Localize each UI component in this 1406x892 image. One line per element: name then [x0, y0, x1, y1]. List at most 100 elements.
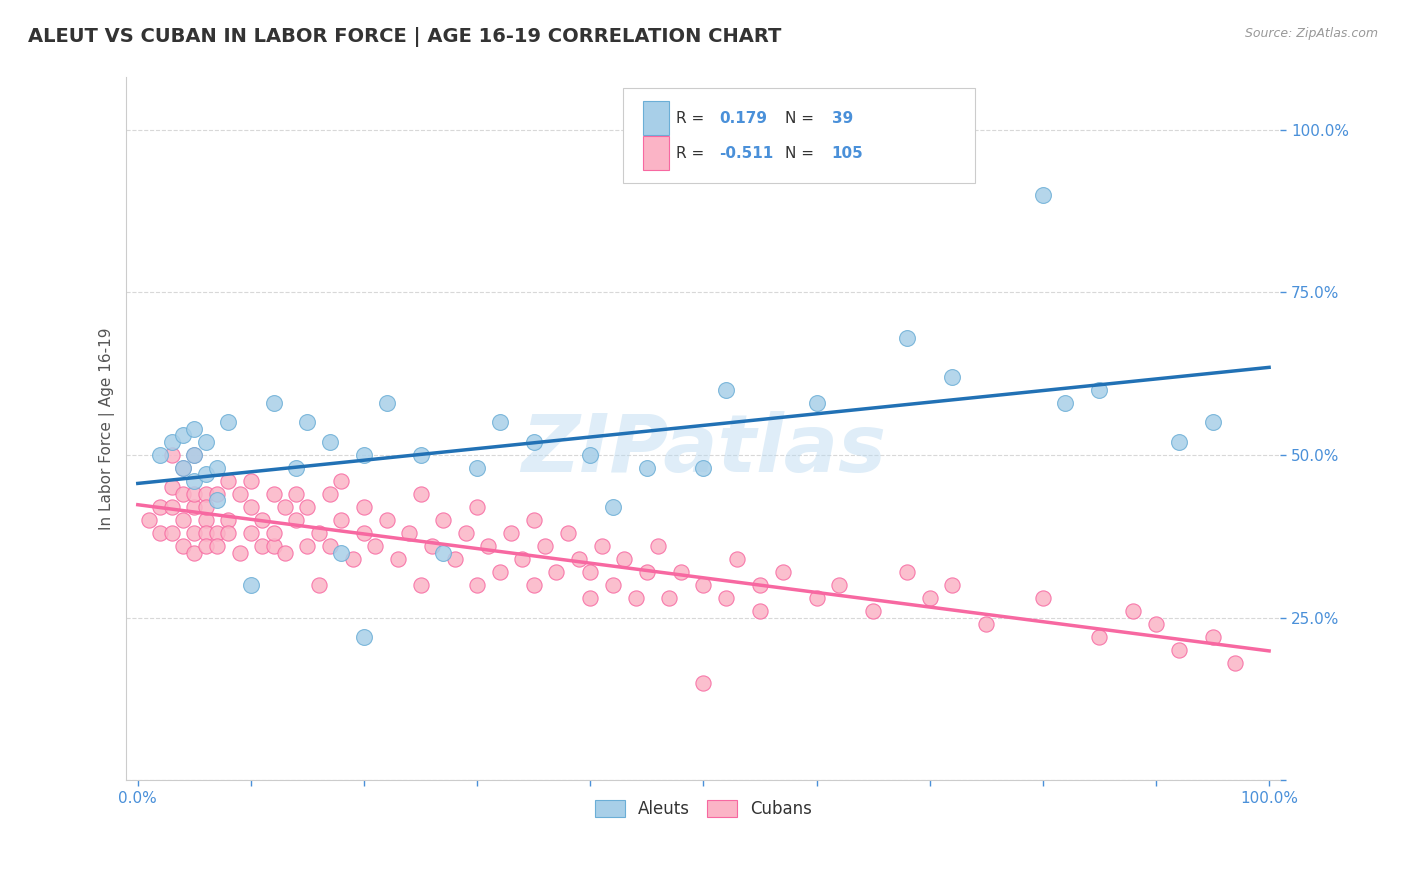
- Point: [375, 396, 398, 410]
- Point: [692, 461, 714, 475]
- Point: [1088, 630, 1111, 644]
- Text: 105: 105: [831, 146, 863, 161]
- Point: [217, 526, 239, 541]
- Point: [160, 500, 183, 514]
- Point: [387, 552, 409, 566]
- Point: [252, 513, 274, 527]
- Text: R =: R =: [676, 111, 709, 126]
- Point: [183, 422, 205, 436]
- Point: [918, 591, 941, 605]
- Point: [194, 467, 217, 482]
- Text: N =: N =: [786, 111, 820, 126]
- Point: [330, 545, 353, 559]
- Point: [398, 526, 420, 541]
- Point: [692, 675, 714, 690]
- Point: [828, 578, 851, 592]
- Point: [274, 500, 297, 514]
- Point: [658, 591, 681, 605]
- Point: [183, 487, 205, 501]
- Point: [160, 434, 183, 449]
- Point: [194, 487, 217, 501]
- Point: [432, 513, 454, 527]
- Point: [512, 552, 534, 566]
- Point: [228, 545, 250, 559]
- Point: [579, 448, 602, 462]
- Point: [501, 526, 523, 541]
- Point: [1032, 591, 1054, 605]
- Point: [1167, 643, 1189, 657]
- Point: [263, 487, 285, 501]
- Point: [579, 565, 602, 579]
- Point: [160, 448, 183, 462]
- Point: [613, 552, 636, 566]
- Point: [546, 565, 568, 579]
- Point: [342, 552, 364, 566]
- Point: [1032, 187, 1054, 202]
- Point: [465, 461, 488, 475]
- Point: [263, 539, 285, 553]
- Legend: Aleuts, Cubans: Aleuts, Cubans: [588, 793, 818, 825]
- Point: [454, 526, 477, 541]
- Point: [602, 578, 624, 592]
- Point: [263, 526, 285, 541]
- Point: [862, 604, 884, 618]
- Point: [353, 500, 375, 514]
- Point: [217, 513, 239, 527]
- Point: [252, 539, 274, 553]
- Point: [228, 487, 250, 501]
- Point: [1088, 383, 1111, 397]
- Point: [217, 474, 239, 488]
- Point: [183, 448, 205, 462]
- Point: [239, 474, 262, 488]
- Point: [217, 416, 239, 430]
- Point: [297, 500, 319, 514]
- Text: R =: R =: [676, 146, 709, 161]
- Point: [636, 565, 658, 579]
- Point: [714, 591, 737, 605]
- Point: [239, 578, 262, 592]
- Point: [138, 513, 160, 527]
- Point: [579, 591, 602, 605]
- Point: [409, 448, 432, 462]
- Point: [263, 396, 285, 410]
- Point: [285, 461, 308, 475]
- Point: [488, 565, 510, 579]
- Point: [353, 448, 375, 462]
- Point: [194, 539, 217, 553]
- Point: [409, 487, 432, 501]
- Point: [172, 539, 194, 553]
- Text: N =: N =: [786, 146, 820, 161]
- Point: [160, 480, 183, 494]
- Point: [183, 500, 205, 514]
- Point: [714, 383, 737, 397]
- Point: [1054, 396, 1077, 410]
- Point: [194, 526, 217, 541]
- Point: [183, 448, 205, 462]
- Point: [274, 545, 297, 559]
- Point: [172, 487, 194, 501]
- Point: [896, 565, 918, 579]
- Point: [488, 416, 510, 430]
- Point: [465, 500, 488, 514]
- Point: [239, 500, 262, 514]
- Point: [330, 513, 353, 527]
- Point: [160, 526, 183, 541]
- Point: [172, 513, 194, 527]
- Text: 0.179: 0.179: [720, 111, 768, 126]
- Point: [172, 461, 194, 475]
- Point: [330, 474, 353, 488]
- Point: [1201, 630, 1223, 644]
- Text: 39: 39: [831, 111, 853, 126]
- Point: [353, 630, 375, 644]
- Point: [974, 617, 997, 632]
- Point: [806, 591, 828, 605]
- Point: [749, 578, 772, 592]
- Point: [465, 578, 488, 592]
- Point: [941, 578, 963, 592]
- Point: [725, 552, 748, 566]
- Point: [149, 526, 172, 541]
- Point: [364, 539, 387, 553]
- Point: [183, 545, 205, 559]
- Point: [443, 552, 465, 566]
- Point: [297, 539, 319, 553]
